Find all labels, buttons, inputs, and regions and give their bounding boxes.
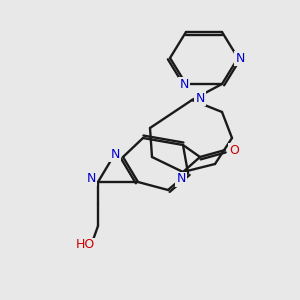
Text: N: N xyxy=(179,77,189,91)
Text: N: N xyxy=(86,172,96,184)
Text: HO: HO xyxy=(75,238,94,251)
Text: N: N xyxy=(176,172,186,185)
Text: N: N xyxy=(195,92,205,104)
Text: O: O xyxy=(229,143,239,157)
Text: N: N xyxy=(235,52,245,64)
Text: N: N xyxy=(110,148,120,160)
